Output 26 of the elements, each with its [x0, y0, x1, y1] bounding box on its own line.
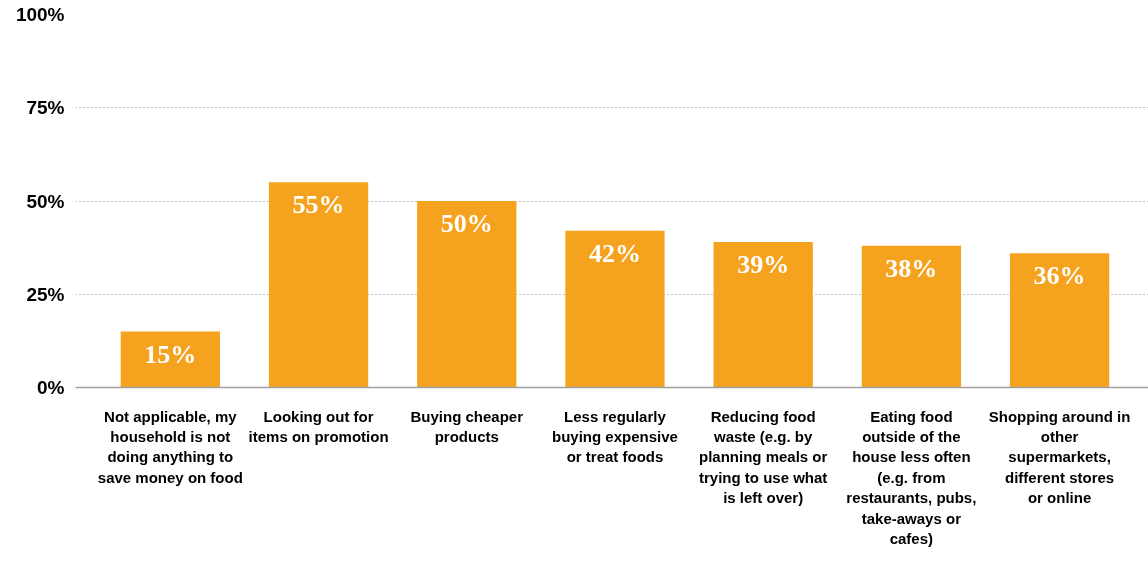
data-label: 50% [440, 209, 493, 238]
y-tick-label: 50% [26, 190, 65, 212]
x-tick-label: Shopping around in other supermarkets, different stores or online [988, 407, 1131, 507]
bar [565, 230, 665, 388]
bar [1009, 253, 1110, 388]
bar [713, 242, 813, 388]
y-tick-label: 0% [37, 377, 65, 398]
x-tick-label: Eating food outside of the house less often (e.g. from restaurants, pubs, take-aways or cafes) [846, 407, 977, 547]
data-label: 36% [1033, 261, 1086, 291]
y-tick-label: 100% [15, 4, 65, 25]
y-tick-label: 25% [26, 283, 65, 305]
data-label: 38% [885, 253, 938, 283]
x-tick-label: Reducing food waste (e.g. by planning meals or trying to use what is left over) [698, 407, 828, 507]
bar [268, 182, 369, 388]
bar [120, 331, 220, 388]
data-label: 15% [144, 339, 197, 369]
x-tick-label: Looking out for items on promotion [248, 407, 389, 445]
data-label: 39% [737, 250, 790, 280]
data-label: 42% [588, 238, 641, 268]
x-tick-label: Less regularly buying expensive or treat foods [552, 407, 678, 466]
bar [417, 201, 517, 388]
x-tick-label: Buying cheaper products [410, 407, 524, 445]
x-tick-label: Not applicable, my household is not doing anything to save money on food [97, 407, 243, 486]
data-label: 55% [292, 190, 345, 220]
bar [861, 245, 962, 388]
y-tick-label: 75% [26, 97, 65, 119]
